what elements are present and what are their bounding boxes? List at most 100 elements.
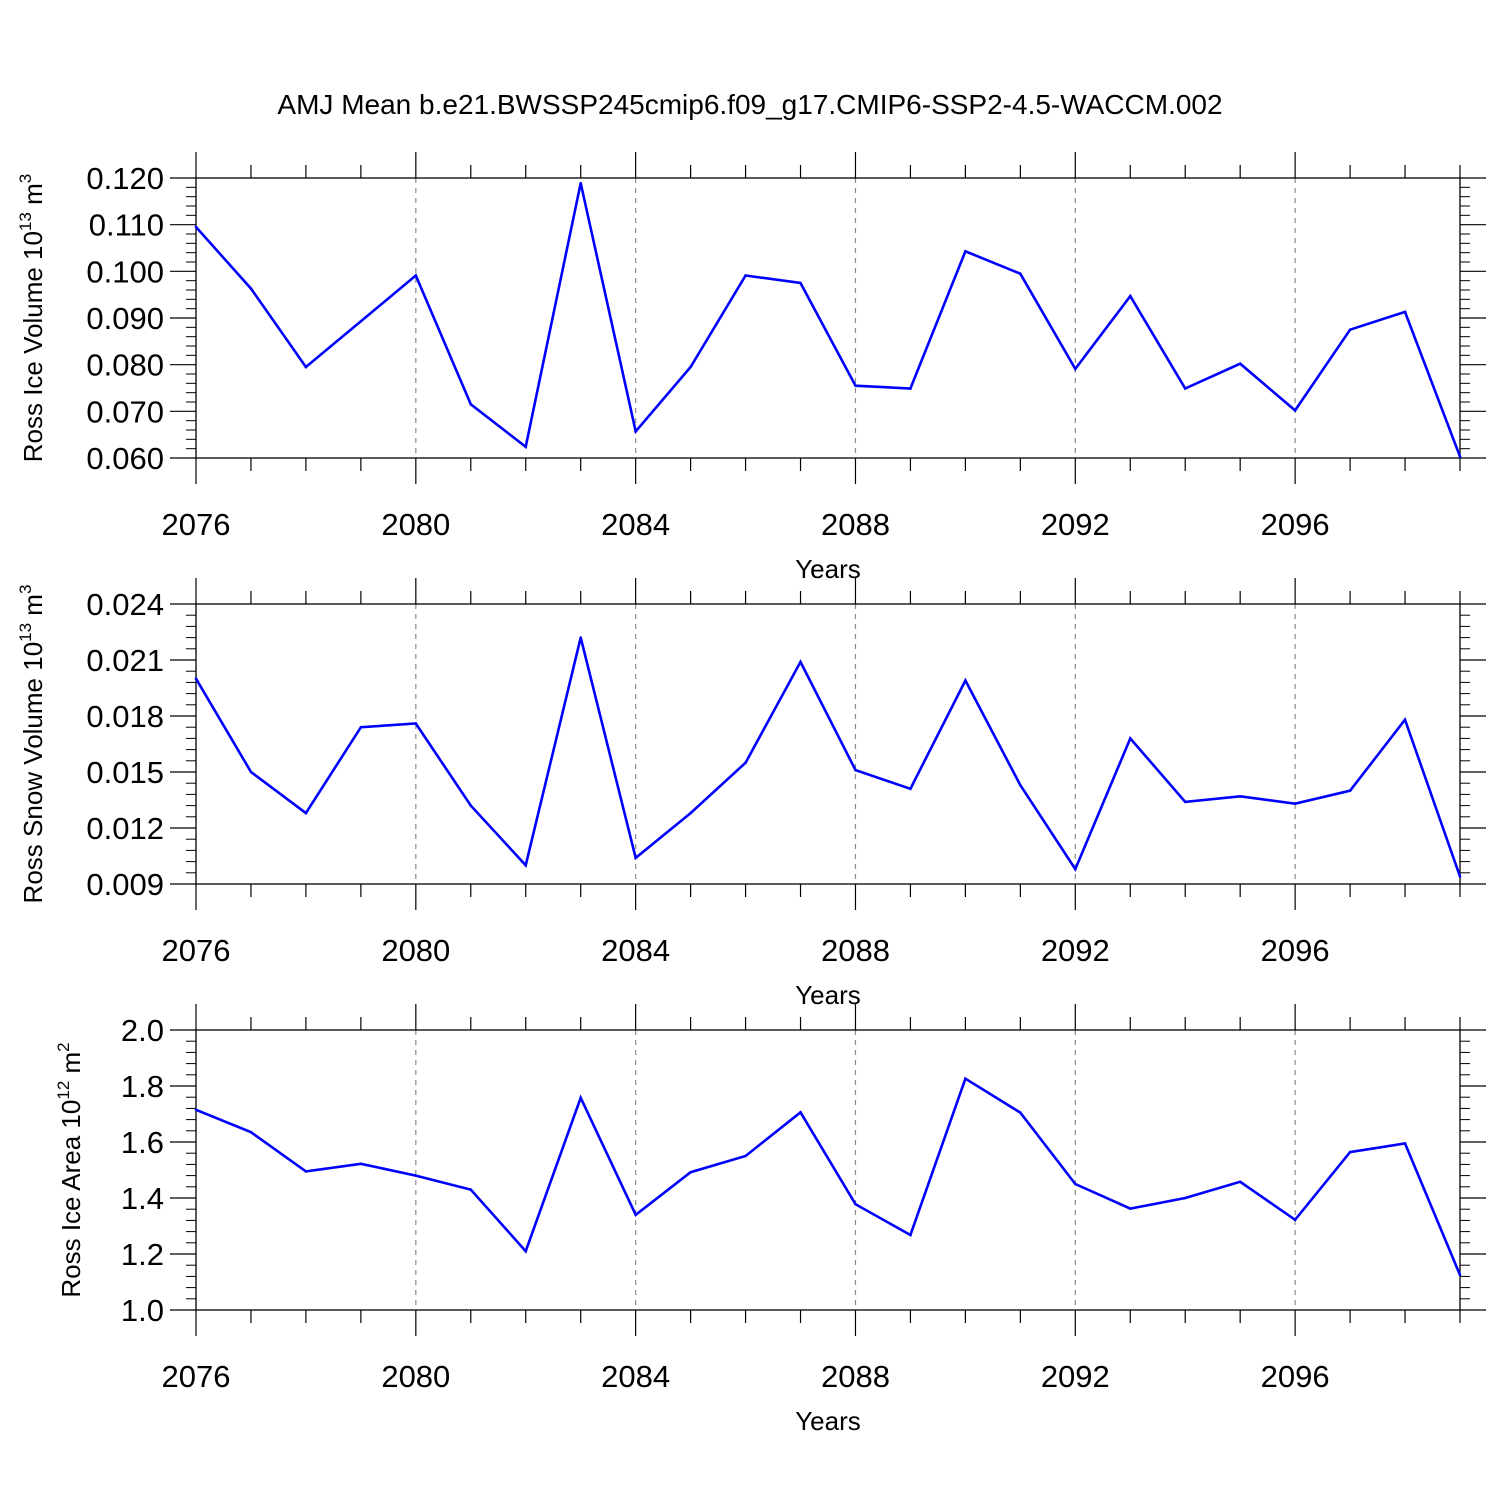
- data-point: [689, 811, 692, 815]
- y-tick-label: 0.080: [86, 348, 164, 383]
- data-point: [1019, 272, 1022, 275]
- data-point: [964, 249, 967, 253]
- chart-panel-2: 0.009 0.012 0.015 0.018 0.021 0.024 2076 2080 20…: [16, 578, 1486, 1010]
- data-point: [1019, 1111, 1022, 1114]
- data-point: [524, 445, 528, 449]
- chart-panel-3: 1.0 1.2 1.4 1.6 1.8 2.0 2076 2080 2084 2088 2092 20…: [54, 1004, 1486, 1436]
- data-point: [304, 1170, 308, 1173]
- y-tick-label: 0.060: [86, 441, 164, 476]
- data-point: [634, 856, 637, 860]
- data-point: [1403, 310, 1407, 314]
- data-point: [1074, 1182, 1077, 1186]
- data-point: [414, 1174, 418, 1177]
- data-point: [854, 384, 857, 387]
- data-point: [799, 281, 802, 285]
- x-tick-label: 2088: [821, 1359, 890, 1394]
- chart-panel-1: 0.060 0.070 0.080 0.090 0.100 0.110 0.120 2076 2…: [16, 152, 1486, 584]
- y-tick-label: 1.6: [121, 1125, 164, 1160]
- y-tick-label: 0.018: [86, 699, 164, 734]
- data-point: [854, 1202, 857, 1206]
- data-point: [1458, 875, 1462, 878]
- data-point: [854, 768, 857, 772]
- data-point: [964, 1077, 967, 1081]
- x-tick-label: 2080: [381, 1359, 450, 1394]
- y-tick-label: 0.090: [86, 301, 164, 336]
- data-point: [1128, 737, 1132, 740]
- y-tick-label: 1.2: [121, 1237, 164, 1272]
- data-point: [304, 365, 308, 369]
- x-tick-label: 2084: [601, 933, 670, 968]
- x-axis-label: Years: [795, 1406, 861, 1436]
- data-point: [1019, 783, 1022, 787]
- data-point: [1458, 1273, 1462, 1277]
- y-tick-label: 2.0: [121, 1013, 164, 1048]
- x-tick-label: 2080: [381, 933, 450, 968]
- data-point: [634, 430, 637, 433]
- x-tick-label: 2084: [601, 1359, 670, 1394]
- data-point: [1183, 387, 1187, 390]
- data-point: [1293, 802, 1297, 806]
- x-tick-label: 2076: [162, 1359, 231, 1394]
- x-tick-label: 2096: [1261, 507, 1330, 542]
- y-tick-label: 1.4: [121, 1181, 164, 1216]
- data-point: [579, 181, 582, 185]
- data-point: [524, 864, 528, 867]
- y-tick-label: 0.024: [86, 587, 164, 622]
- figure-title: AMJ Mean b.e21.BWSSP245cmip6.f09_g17.CMI…: [277, 89, 1222, 120]
- data-point: [744, 274, 747, 277]
- y-tick-label: 0.110: [89, 208, 164, 243]
- data-point: [1128, 1207, 1132, 1210]
- data-point: [524, 1249, 528, 1253]
- data-point: [249, 1130, 253, 1134]
- data-point: [469, 1188, 473, 1191]
- x-tick-label: 2084: [601, 507, 670, 542]
- data-point: [744, 761, 747, 764]
- x-tick-label: 2096: [1261, 1359, 1330, 1394]
- data-point: [909, 787, 912, 791]
- data-point: [1403, 1142, 1407, 1145]
- y-tick-label: 0.015: [86, 755, 164, 790]
- data-point: [964, 679, 967, 682]
- data-point: [194, 225, 198, 229]
- data-point: [1238, 1180, 1242, 1184]
- y-tick-label: 0.120: [86, 161, 164, 196]
- data-point: [579, 1096, 582, 1100]
- x-tick-label: 2092: [1041, 507, 1110, 542]
- data-point: [1348, 1150, 1352, 1154]
- x-axis-label: Years: [795, 554, 861, 584]
- series-line: [195, 1076, 1462, 1276]
- y-tick-label: 0.021: [86, 643, 164, 678]
- data-point: [1348, 328, 1352, 331]
- data-point: [194, 677, 198, 680]
- plot-frame: [195, 603, 1461, 885]
- data-point: [304, 811, 308, 815]
- x-tick-label: 2092: [1041, 933, 1110, 968]
- data-point: [799, 1111, 802, 1114]
- data-point: [1293, 409, 1297, 412]
- data-point: [194, 1108, 198, 1112]
- x-tick-label: 2088: [821, 933, 890, 968]
- data-point: [579, 636, 582, 639]
- data-point: [689, 365, 692, 369]
- data-point: [1238, 794, 1242, 798]
- data-point: [359, 1162, 363, 1166]
- x-tick-label: 2076: [162, 933, 231, 968]
- data-point: [909, 387, 912, 390]
- data-point: [1074, 867, 1077, 871]
- x-tick-label: 2080: [381, 507, 450, 542]
- data-point: [1293, 1218, 1297, 1222]
- data-point: [909, 1233, 912, 1237]
- plot-frame: [195, 177, 1461, 459]
- data-point: [1348, 789, 1352, 792]
- data-point: [469, 403, 473, 406]
- data-point: [1403, 718, 1407, 722]
- y-tick-label: 0.009: [86, 867, 164, 902]
- y-tick-label: 1.0: [121, 1293, 164, 1328]
- x-tick-label: 2092: [1041, 1359, 1110, 1394]
- data-point: [1074, 367, 1077, 371]
- data-point: [469, 804, 473, 807]
- panels: 0.060 0.070 0.080 0.090 0.100 0.110 0.120 2076 2…: [16, 152, 1486, 1436]
- data-point: [799, 660, 802, 664]
- data-point: [689, 1170, 692, 1174]
